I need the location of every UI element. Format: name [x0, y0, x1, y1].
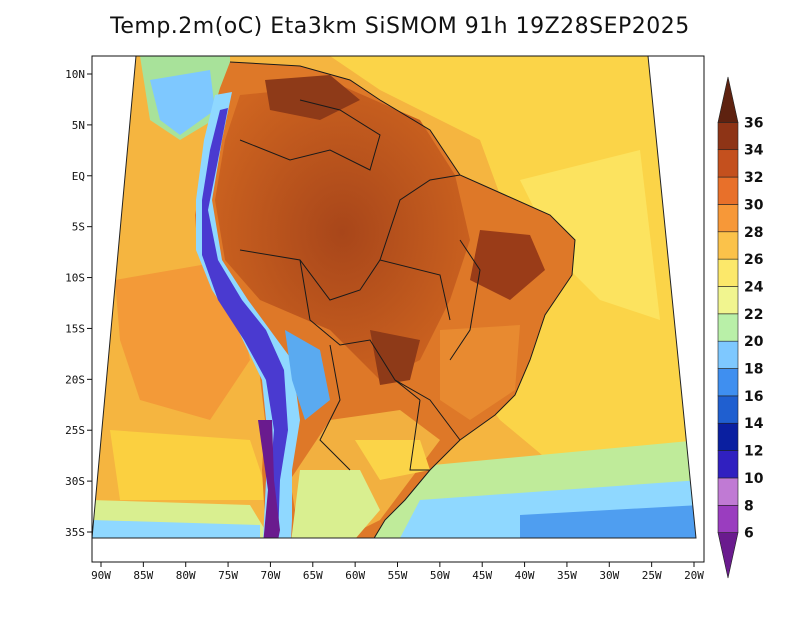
- lon-tick-label: 75W: [218, 569, 238, 582]
- lat-tick-label: 5N: [72, 119, 85, 132]
- map-field: [92, 56, 696, 538]
- lat-tick-label: 20S: [65, 373, 85, 386]
- lon-tick-label: 30W: [599, 569, 619, 582]
- lon-tick-label: 60W: [345, 569, 365, 582]
- colorbar-label: 12: [744, 444, 763, 460]
- colorbar-label: 18: [744, 362, 763, 378]
- colorbar-segment: [717, 176, 739, 205]
- pacific-warm-core: [115, 260, 250, 420]
- lat-tick-label: 10N: [65, 68, 85, 81]
- colorbar-segment: [717, 368, 739, 397]
- colorbar-segment: [717, 532, 739, 579]
- colorbar-label: 36: [744, 115, 763, 131]
- colorbar-label: 14: [744, 416, 764, 432]
- colorbar-segment: [717, 76, 739, 123]
- lon-tick-label: 55W: [388, 569, 408, 582]
- lon-tick-label: 20W: [684, 569, 704, 582]
- colorbar-segment: [717, 313, 739, 342]
- lon-tick-label: 35W: [557, 569, 577, 582]
- colorbar-segment: [717, 504, 739, 533]
- colorbar-segment: [717, 286, 739, 315]
- colorbar-label: 34: [744, 143, 764, 159]
- colorbar-label: 20: [744, 334, 764, 350]
- lon-tick-label: 65W: [303, 569, 323, 582]
- northeast-very-hot-patch: [470, 230, 545, 300]
- lat-tick-label: 35S: [65, 526, 85, 539]
- country-borders: [229, 61, 576, 538]
- andes-very-cold-core: [258, 420, 280, 538]
- colorbar-segment: [717, 477, 739, 506]
- colorbar-label: 24: [744, 279, 764, 295]
- map-title: Temp.2m(oC) Eta3km SiSMOM 91h 19Z28SEP20…: [110, 14, 690, 39]
- pacific-south-band: [110, 430, 270, 500]
- lon-tick-label: 70W: [260, 569, 280, 582]
- lat-tick-label: 5S: [72, 221, 85, 234]
- colorbar-segment: [717, 422, 739, 451]
- colorbar-segment: [717, 450, 739, 479]
- lon-tick-label: 85W: [133, 569, 153, 582]
- lon-tick-label: 25W: [642, 569, 662, 582]
- colorbar-label: 26: [744, 252, 763, 268]
- colorbar-label: 10: [744, 471, 764, 487]
- lat-tick-label: 15S: [65, 322, 85, 335]
- lon-tick-label: 90W: [91, 569, 111, 582]
- colorbar-segment: [717, 395, 739, 424]
- colorbar-segment: [717, 258, 739, 287]
- patagonia-cool: [290, 470, 380, 538]
- lat-tick-label: 10S: [65, 272, 85, 285]
- lat-tick-label: 30S: [65, 475, 85, 488]
- colorbar-segment: [717, 231, 739, 260]
- colorbar-segment: [717, 122, 739, 151]
- colorbar-segment: [717, 204, 739, 233]
- lat-tick-label: EQ: [72, 170, 85, 183]
- colorbar-label: 30: [744, 197, 764, 213]
- altiplano-cool: [285, 330, 330, 420]
- colorbar: 6 8 10 12 14 16 18 20 22 24 26 28 30 32 34 36: [717, 76, 764, 579]
- colorbar-segment: [717, 149, 739, 178]
- lat-tick-label: 25S: [65, 424, 85, 437]
- colorbar-segment: [717, 340, 739, 369]
- atlantic-light-patch: [520, 150, 660, 320]
- colorbar-label: 22: [744, 307, 763, 323]
- colorbar-label: 28: [744, 225, 763, 241]
- amazon-hot-core: [215, 85, 470, 380]
- lon-tick-label: 45W: [472, 569, 492, 582]
- central-very-hot-patch: [370, 330, 420, 385]
- lon-tick-label: 40W: [515, 569, 535, 582]
- caribbean-cold-patch: [150, 70, 215, 135]
- andes-cold-core: [202, 108, 288, 538]
- colorbar-label: 6: [744, 526, 754, 542]
- latitude-axis: 10N 5N EQ 5S 10S 15S 20S 25S 30S 35S: [65, 68, 92, 539]
- lon-tick-label: 50W: [430, 569, 450, 582]
- southeast-highland: [440, 325, 520, 420]
- south-atlantic-colder: [520, 505, 696, 538]
- colorbar-label: 32: [744, 170, 763, 186]
- colorbar-label: 8: [744, 498, 754, 514]
- longitude-axis: 90W 85W 80W 75W 70W 65W 60W 55W 50W 45W 40W 35W 30W 2…: [91, 562, 704, 582]
- south-pacific-cold: [92, 520, 260, 538]
- colorbar-label: 16: [744, 389, 763, 405]
- lon-tick-label: 80W: [176, 569, 196, 582]
